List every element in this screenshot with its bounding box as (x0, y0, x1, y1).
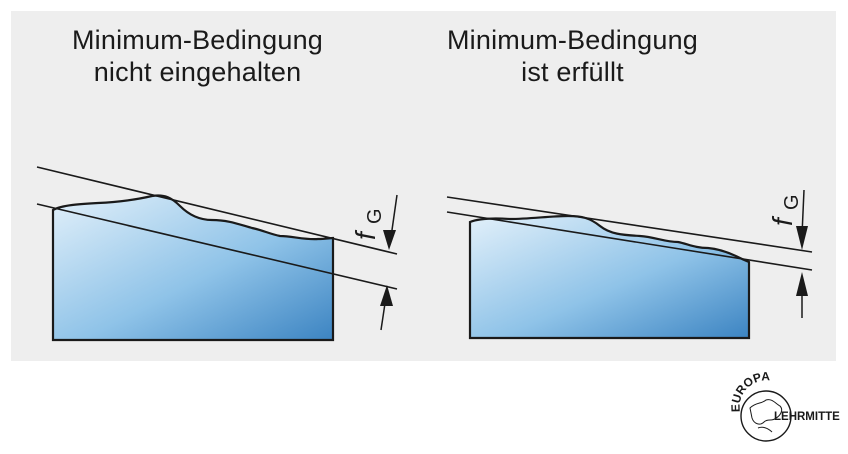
dim-label-right-sub: G (781, 194, 803, 210)
arrow-down-left (383, 230, 396, 250)
europa-lehrmittel-logo: EUROPA LEHRMITTEL (728, 369, 840, 442)
title-fulfilled: Minimum-Bedingung ist erfüllt (400, 24, 745, 88)
lower-line-left (36, 203, 398, 290)
logo-text-side: LEHRMITTEL (774, 411, 840, 423)
dim-label-right: f G (767, 194, 803, 226)
dim-label-left-f: f (350, 229, 381, 240)
upper-line-right (446, 196, 813, 253)
lower-line-right (446, 211, 813, 271)
title-right-line2: ist erfüllt (521, 57, 624, 87)
workpiece-left (51, 194, 335, 342)
title-right-line1: Minimum-Bedingung (446, 25, 698, 55)
title-left-line2: nicht eingehalten (93, 57, 302, 87)
dim-label-left-sub: G (364, 208, 386, 224)
workpiece-right (468, 214, 751, 340)
arrow-up-right (796, 272, 808, 296)
dim-label-right-f: f (767, 215, 798, 226)
title-left-line1: Minimum-Bedingung (71, 25, 323, 55)
upper-line-left (36, 166, 398, 255)
arrow-up-left (380, 285, 393, 306)
arrow-down-right (796, 226, 808, 250)
dim-label-left: f G (350, 208, 386, 240)
continent-shape (749, 399, 783, 425)
title-not-fulfilled: Minimum-Bedingung nicht eingehalten (0, 24, 395, 88)
globe-icon (740, 390, 792, 442)
